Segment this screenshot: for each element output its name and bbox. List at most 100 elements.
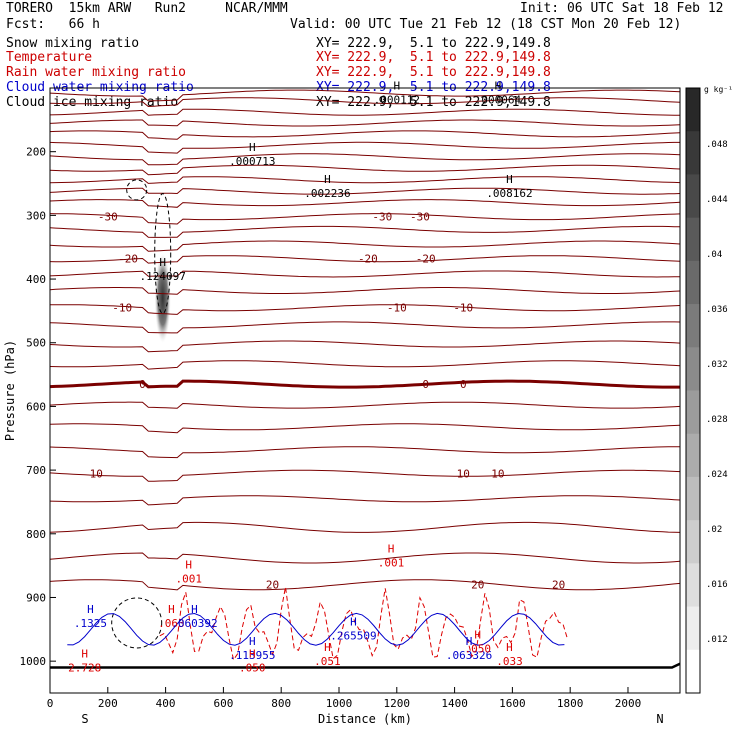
temperature-label: -20 bbox=[358, 253, 378, 266]
maximum-marker-h: H bbox=[466, 635, 473, 648]
field-xy-temperature: XY= 222.9, 5.1 to 222.9,149.8 bbox=[316, 50, 551, 65]
x-endpoint-right: N bbox=[656, 712, 663, 726]
field-label-temperature: Temperature bbox=[6, 50, 93, 65]
temperature-label: 20 bbox=[552, 579, 565, 592]
temperature-label: 10 bbox=[90, 467, 103, 480]
maximum-marker-h: H bbox=[393, 79, 400, 92]
y-tick-label: 700 bbox=[26, 464, 46, 477]
colorbar-tick-label: .04 bbox=[706, 250, 722, 260]
maximum-marker-h: H bbox=[168, 603, 175, 616]
temperature-contour bbox=[49, 164, 681, 176]
temperature-contour bbox=[49, 321, 681, 334]
temperature-contour bbox=[49, 521, 681, 533]
colorbar-tick-label: .036 bbox=[706, 305, 728, 315]
temperature-label: -30 bbox=[410, 211, 430, 224]
colorbar-swatch bbox=[686, 131, 700, 175]
cloud-water-contour bbox=[67, 612, 565, 646]
colorbar-swatch bbox=[686, 520, 700, 564]
temperature-contour bbox=[49, 340, 681, 353]
temperature-label: 0 bbox=[422, 378, 429, 391]
x-tick-label: 600 bbox=[213, 697, 233, 710]
plot-frame bbox=[49, 87, 681, 694]
maximum-marker-h: H bbox=[87, 603, 94, 616]
temperature-label: 20 bbox=[266, 579, 279, 592]
colorbar-unit-label: g kg⁻¹ bbox=[704, 85, 733, 94]
colorbar-swatch bbox=[686, 88, 700, 132]
maximum-marker-h: H bbox=[185, 558, 192, 571]
maximum-marker-h: H bbox=[506, 641, 513, 654]
colorbar-tick-label: .02 bbox=[706, 525, 722, 535]
temperature-label: -30 bbox=[98, 211, 118, 224]
maximum-value-label: .050 bbox=[464, 642, 491, 655]
maximum-value-label: .063326 bbox=[446, 649, 492, 662]
temperature-contour bbox=[49, 97, 681, 108]
y-tick-label: 800 bbox=[26, 528, 46, 541]
valid-time: Valid: 00 UTC Tue 21 Feb 12 (18 CST Mon … bbox=[290, 17, 682, 32]
x-tick-label: 400 bbox=[156, 697, 176, 710]
temperature-contour bbox=[49, 379, 680, 389]
temperature-contour bbox=[49, 240, 681, 252]
colorbar-swatch bbox=[686, 433, 700, 478]
temperature-label: 10 bbox=[491, 467, 504, 480]
field-xy-rain: XY= 222.9, 5.1 to 222.9,149.8 bbox=[316, 65, 551, 80]
temperature-label: -20 bbox=[118, 253, 138, 266]
forecast-hour: Fcst: 66 h bbox=[6, 17, 100, 32]
maximum-value-label: .000112 bbox=[374, 93, 420, 106]
temperature-contour bbox=[49, 176, 681, 184]
maximum-marker-h: H bbox=[388, 542, 395, 555]
maximum-marker-h: H bbox=[249, 141, 256, 154]
temperature-contour bbox=[49, 130, 681, 140]
y-tick-label: 300 bbox=[26, 209, 46, 222]
maximum-value-label: .000064 bbox=[475, 93, 522, 106]
colorbar-frame bbox=[685, 87, 701, 694]
colorbar-swatch bbox=[686, 563, 700, 608]
colorbar-swatch bbox=[686, 649, 700, 694]
maximum-marker-h: H bbox=[249, 648, 256, 661]
temperature-label: -20 bbox=[416, 253, 436, 266]
maximum-value-label: .008162 bbox=[486, 187, 532, 200]
temperature-contour bbox=[50, 304, 681, 315]
colorbar-tick-label: .012 bbox=[706, 635, 728, 645]
temperature-contour bbox=[49, 141, 680, 154]
maximum-marker-h: H bbox=[350, 616, 357, 629]
temperature-contour bbox=[49, 469, 681, 482]
colorbar-tick-label: .028 bbox=[706, 415, 728, 425]
colorbar-tick-label: .016 bbox=[706, 580, 728, 590]
colorbar-tick-label: .044 bbox=[706, 195, 728, 205]
y-tick-label: 1000 bbox=[20, 655, 47, 668]
surface-line bbox=[50, 662, 681, 669]
colorbar-tick-label: .024 bbox=[706, 470, 728, 480]
maximum-marker-h: H bbox=[474, 628, 481, 641]
colorbar-swatch bbox=[686, 347, 700, 391]
x-tick-label: 1600 bbox=[499, 697, 526, 710]
colorbar-tick-label: .048 bbox=[706, 140, 728, 150]
temperature-contour bbox=[49, 119, 681, 127]
field-label-rain: Rain water mixing ratio bbox=[6, 65, 187, 80]
temperature-label: 0 bbox=[139, 378, 146, 391]
temperature-contour bbox=[49, 213, 681, 225]
temperature-label: 0 bbox=[460, 378, 467, 391]
x-tick-label: 1400 bbox=[441, 697, 468, 710]
colorbar-tick-label: .032 bbox=[706, 360, 728, 370]
x-tick-label: 2000 bbox=[615, 697, 642, 710]
y-axis-label: Pressure (hPa) bbox=[3, 340, 17, 441]
maximum-value-label: 2.728 bbox=[68, 662, 101, 675]
maximum-value-label: .001 bbox=[175, 572, 202, 585]
maximum-marker-h: H bbox=[324, 173, 331, 186]
maximum-value-label: .050 bbox=[239, 662, 266, 675]
maximum-value-label: .001 bbox=[378, 556, 405, 569]
colorbar-swatch bbox=[686, 304, 700, 348]
x-tick-label: 1800 bbox=[557, 697, 584, 710]
temperature-contour bbox=[49, 187, 681, 195]
temperature-contour bbox=[49, 89, 681, 102]
maximum-marker-h: H bbox=[506, 173, 513, 186]
y-tick-label: 400 bbox=[26, 273, 46, 286]
cloud-ice-contour bbox=[111, 597, 163, 649]
cloud-ice-contour bbox=[154, 193, 172, 315]
maximum-marker-h: H bbox=[191, 603, 198, 616]
cloud-ice-contour bbox=[126, 179, 148, 201]
y-tick-label: 500 bbox=[26, 337, 46, 350]
maximum-marker-h: H bbox=[324, 641, 331, 654]
maximum-value-label: .000713 bbox=[229, 155, 275, 168]
